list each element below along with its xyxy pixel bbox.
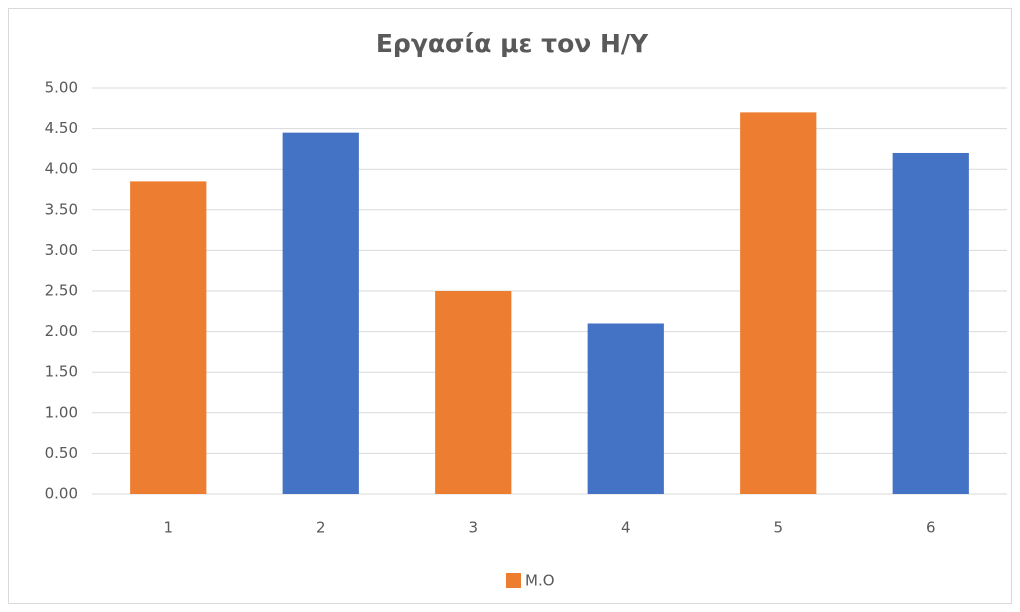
bar	[282, 132, 359, 494]
y-tick-label: 5.00	[45, 79, 78, 97]
chart-title: Εργασία με τον Η/Υ	[376, 29, 649, 58]
y-tick-label: 4.50	[45, 119, 78, 137]
y-tick-label: 0.00	[45, 485, 78, 503]
x-tick-label: 4	[621, 519, 631, 537]
x-tick-label: 2	[316, 519, 326, 537]
bar	[740, 112, 817, 495]
bar	[130, 181, 207, 494]
bar	[587, 323, 664, 494]
legend-swatch	[506, 573, 521, 588]
x-tick-label: 6	[926, 519, 936, 537]
y-tick-label: 1.00	[45, 403, 78, 421]
y-tick-label: 0.50	[45, 444, 78, 462]
y-tick-label: 4.00	[45, 160, 78, 178]
y-tick-label: 2.00	[45, 322, 78, 340]
y-tick-label: 1.50	[45, 363, 78, 381]
bar	[892, 152, 969, 494]
x-tick-label: 1	[163, 519, 173, 537]
legend-label: Μ.Ο	[525, 572, 555, 590]
y-tick-label: 3.50	[45, 200, 78, 218]
y-tick-label: 3.00	[45, 241, 78, 259]
y-tick-label: 2.50	[45, 282, 78, 300]
x-tick-label: 5	[773, 519, 783, 537]
x-tick-label: 3	[468, 519, 478, 537]
bar	[435, 291, 512, 494]
